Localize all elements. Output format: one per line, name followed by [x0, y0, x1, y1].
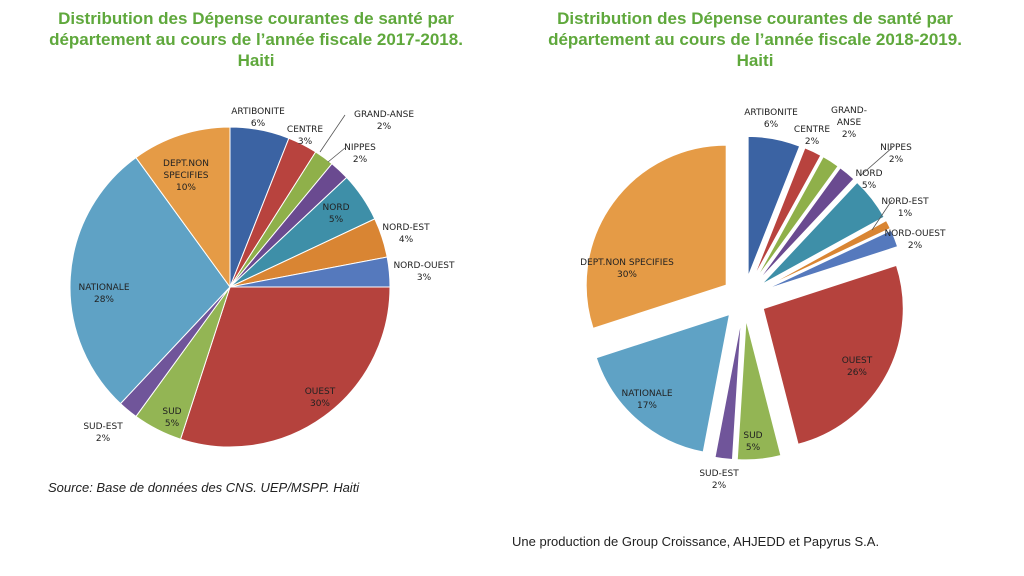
- chart-title-line: département au cours de l’année fiscale …: [49, 30, 463, 49]
- slice-label-centre: CENTRE 3%: [287, 125, 323, 147]
- pie-slice-dept-non-specifies: [135, 126, 231, 289]
- slice-label-nationale: NATIONALE 28%: [78, 283, 129, 305]
- slice-label-nippes: NIPPES 2%: [880, 143, 912, 165]
- pie-slice-centre: [752, 147, 822, 279]
- slice-label-dept-non-specifies: DEPT.NON SPECIFIES 30%: [580, 258, 674, 280]
- slice-label-nord: NORD 5%: [323, 203, 350, 225]
- chart-title-2018-2019: Distribution des Dépense courantes de sa…: [505, 8, 1005, 71]
- slice-label-nord-ouest: NORD-OUEST 2%: [884, 229, 946, 251]
- source-note: Source: Base de données des CNS. UEP/MSP…: [48, 480, 360, 495]
- slice-label-nationale: NATIONALE 17%: [621, 389, 672, 411]
- pie-slice-nord-est: [763, 219, 891, 289]
- slice-label-artibonite: ARTIBONITE 6%: [744, 108, 798, 130]
- slice-label-grand-anse: GRAND-ANSE 2%: [354, 110, 414, 132]
- slice-label-sud: SUD 5%: [743, 431, 762, 453]
- pie-slice-artibonite: [747, 135, 801, 277]
- slice-label-centre: CENTRE 2%: [794, 125, 830, 147]
- slice-label-nord-ouest: NORD-OUEST 3%: [393, 261, 455, 283]
- pie-chart-2017-2018: ARTIBONITE 6%CENTRE 3% GRAND-ANSE 2% NIPPES 2%…: [69, 107, 455, 448]
- credit-note: Une production de Group Croissance, AHJE…: [512, 534, 880, 549]
- slice-label-nord: NORD 5%: [856, 169, 883, 191]
- slice-label-ouest: OUEST 26%: [842, 356, 873, 378]
- leader-line: [319, 114, 346, 153]
- slice-label-sud: SUD 5%: [162, 407, 181, 429]
- slice-label-nippes: NIPPES 2%: [344, 143, 376, 165]
- slice-label-artibonite: ARTIBONITE 6%: [231, 107, 285, 129]
- pie-slice-nationale: [69, 156, 231, 405]
- pie-slice-sud-est: [714, 319, 742, 461]
- chart-title-line: Distribution des Dépense courantes de sa…: [58, 9, 454, 28]
- pie-slice-ouest: [762, 264, 904, 445]
- chart-title-2017-2018: Distribution des Dépense courantes de sa…: [6, 8, 506, 71]
- slice-label-grand-anse: GRAND-ANSE 2%: [831, 106, 867, 140]
- pie-chart-2018-2019: ARTIBONITE 6% CENTRE 2%GRAND-ANSE 2% NIPPES 2%…: [580, 106, 946, 491]
- slice-label-dept-non-specifies: DEPT.NON SPECIFIES 10%: [163, 159, 209, 193]
- pie-slice-dept-non-specifies: [585, 144, 727, 329]
- leader-line: [871, 199, 893, 231]
- pie-slice-sud: [736, 319, 782, 461]
- leader-line: [327, 147, 346, 163]
- chart-title-line: Haiti: [736, 51, 774, 70]
- pie-slice-nationale: [595, 313, 731, 453]
- pie-slice-nord-ouest: [764, 229, 899, 291]
- pie-slice-ouest: [179, 286, 391, 448]
- slice-label-sud-est: SUD-EST 2%: [699, 469, 739, 491]
- slice-label-nord-est: NORD-EST 4%: [382, 223, 430, 245]
- pie-slice-nord: [761, 181, 885, 285]
- chart-title-line: département au cours de l’année fiscale …: [548, 30, 962, 49]
- leader-line: [859, 145, 895, 177]
- slice-label-sud-est: SUD-EST 2%: [83, 422, 123, 444]
- chart-title-line: Distribution des Dépense courantes de sa…: [557, 9, 953, 28]
- pie-slice-nippes: [757, 167, 855, 282]
- pie-slice-grand-anse: [755, 156, 839, 280]
- slice-label-nord-est: NORD-EST 1%: [881, 197, 929, 219]
- slice-label-ouest: OUEST 30%: [305, 387, 336, 409]
- chart-title-line: Haiti: [237, 51, 275, 70]
